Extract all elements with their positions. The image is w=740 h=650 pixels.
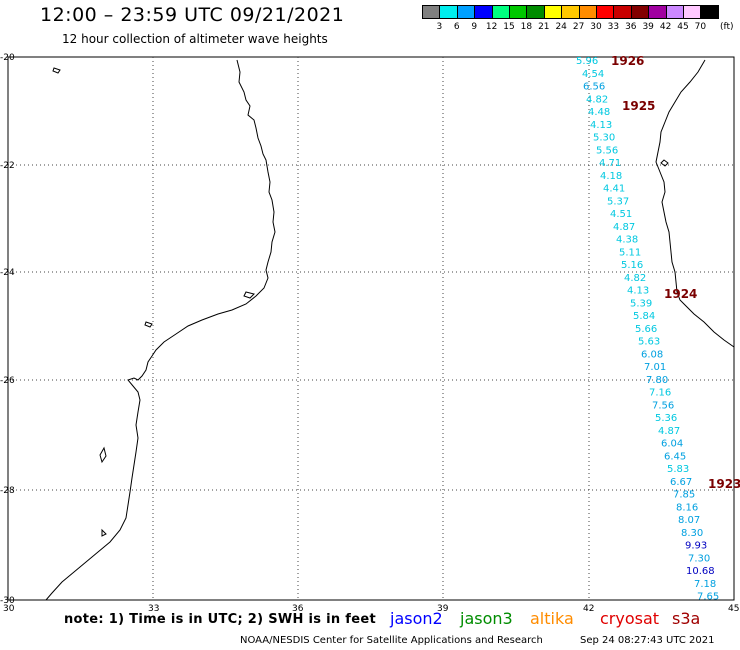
swh-value: 4.51: [610, 209, 632, 220]
colorbar-label: 36: [625, 22, 637, 32]
swh-value: 5.96: [576, 56, 598, 67]
satellite-legend-jason3: jason3: [460, 609, 513, 628]
swh-value: 7.16: [649, 388, 671, 399]
lat-label: -26: [0, 376, 15, 386]
map-frame: [7, 56, 735, 601]
swh-labels: 5.964.546.564.824.484.135.305.564.714.18…: [576, 56, 719, 603]
swh-value: 5.84: [633, 311, 655, 322]
colorbar-label: 6: [453, 22, 460, 32]
swh-value: 6.08: [641, 349, 663, 360]
colorbar-label: 24: [555, 22, 567, 32]
islands: [52, 67, 669, 537]
colorbar-label: 9: [471, 22, 478, 32]
colorbar-label: 45: [677, 22, 689, 32]
swh-value: 7.85: [673, 490, 695, 501]
footer-source: NOAA/NESDIS Center for Satellite Applica…: [240, 635, 543, 646]
colorbar-label: 3: [436, 22, 443, 32]
swh-value: 5.36: [655, 413, 677, 424]
swh-value: 7.01: [644, 362, 666, 373]
map-subtitle: 12 hour collection of altimeter wave hei…: [62, 32, 328, 46]
colorbar-label: 42: [659, 22, 672, 32]
swh-value: 7.30: [688, 553, 710, 564]
swh-value: 7.18: [694, 579, 716, 590]
swh-value: 4.54: [582, 69, 604, 80]
swh-value: 4.82: [624, 273, 646, 284]
satellite-legend-cryosat: cryosat: [600, 609, 660, 628]
pass-label: 1926: [611, 54, 644, 68]
swh-value: 4.41: [603, 184, 625, 195]
swh-value: 8.16: [676, 502, 698, 513]
satellite-legend-jason2: jason2: [390, 609, 443, 628]
colorbar-label: 33: [607, 22, 620, 32]
lat-label: -30: [0, 596, 15, 606]
lat-label: -28: [0, 486, 15, 496]
swh-value: 4.82: [586, 94, 608, 105]
swh-value: 7.56: [652, 400, 674, 411]
swh-value: 5.83: [667, 464, 689, 475]
colorbar-unit: (ft): [720, 22, 734, 32]
lon-label: 30: [3, 604, 15, 614]
lon-label: 42: [583, 604, 594, 614]
madagascar-coastline: [655, 59, 735, 348]
swh-value: 5.16: [621, 260, 643, 271]
colorbar-label: 18: [520, 22, 533, 32]
swh-value: 5.37: [607, 196, 629, 207]
swh-value: 4.13: [627, 286, 649, 297]
colorbar-label: 27: [572, 22, 585, 32]
africa-coastline: [45, 59, 276, 601]
lon-label: 45: [728, 604, 739, 614]
colorbar-label: 30: [590, 22, 602, 32]
swh-value: 7.80: [646, 375, 668, 386]
lon-label: 36: [292, 604, 304, 614]
swh-value: 5.66: [635, 324, 657, 335]
map-title: 12:00 – 23:59 UTC 09/21/2021: [40, 4, 345, 26]
lat-label: -20: [0, 53, 15, 63]
swh-value: 4.87: [613, 222, 635, 233]
swh-value: 5.56: [596, 145, 618, 156]
swh-value: 4.13: [590, 120, 612, 131]
colorbar-label: 15: [503, 22, 515, 32]
swh-value: 4.71: [599, 158, 621, 169]
swh-value: 8.30: [681, 528, 703, 539]
pass-label: 1925: [622, 99, 655, 113]
pass-label: 1923: [708, 477, 740, 491]
swh-value: 5.39: [630, 298, 652, 309]
swh-value: 6.04: [661, 439, 683, 450]
swh-value: 6.67: [670, 477, 692, 488]
colorbar-swatch: [700, 5, 719, 19]
satellite-legend-altika: altika: [530, 609, 574, 628]
longitude-labels: 30 33 36 39 42 45: [3, 604, 739, 614]
swh-value: 8.07: [678, 515, 700, 526]
satellite-legend-s3a: s3a: [672, 609, 701, 628]
lon-label: 33: [148, 604, 159, 614]
swh-value: 5.30: [593, 133, 615, 144]
pass-label: 1924: [664, 287, 697, 301]
swh-value: 5.63: [638, 337, 660, 348]
lon-label: 39: [437, 604, 449, 614]
colorbar-label: 21: [538, 22, 550, 32]
latitude-labels: -20 -22 -24 -26 -28 -30: [0, 53, 15, 606]
swh-value: 7.65: [697, 592, 719, 603]
colorbar-label: 70: [694, 22, 707, 32]
swh-value: 6.56: [583, 82, 605, 93]
swh-value: 6.45: [664, 451, 686, 462]
swh-value: 4.87: [658, 426, 680, 437]
units-note: note: 1) Time is in UTC; 2) SWH is in fe…: [64, 612, 376, 627]
swh-value: 9.93: [685, 541, 707, 552]
swh-value: 4.48: [588, 107, 610, 118]
footer-timestamp: Sep 24 08:27:43 UTC 2021: [580, 635, 715, 646]
colorbar-label: 12: [485, 22, 498, 32]
swh-value: 5.11: [619, 247, 641, 258]
lat-label: -22: [0, 161, 15, 171]
swh-value: 4.38: [616, 235, 638, 246]
swh-value: 4.18: [600, 171, 622, 182]
swh-value: 10.68: [686, 566, 715, 577]
grid-lines: [8, 57, 734, 600]
lat-label: -24: [0, 268, 15, 278]
colorbar-label: 39: [642, 22, 654, 32]
pass-labels: 1926 1925 1924 1923: [611, 54, 740, 491]
